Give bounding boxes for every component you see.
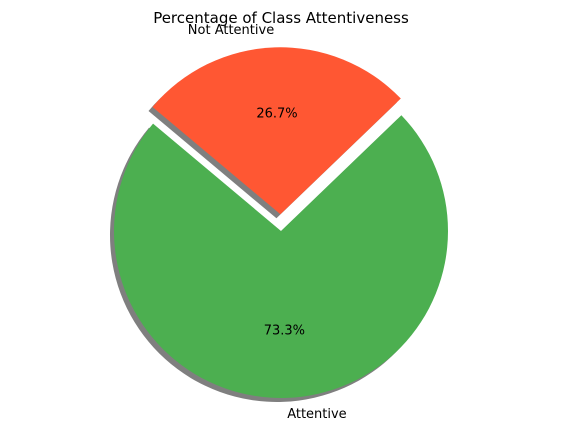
pie-slices [113,47,448,398]
slice-attentive [113,115,448,398]
pct-label-not-attentive: 26.7% [256,107,297,122]
slice-not-attentive [152,47,401,215]
label-not-attentive: Not Attentive [188,23,274,38]
pie-labels: Attentive 73.3% Not Attentive 26.7% [188,23,347,422]
pct-label-attentive: 73.3% [264,324,305,339]
label-attentive: Attentive [287,407,347,422]
chart-title: Percentage of Class Attentiveness [153,9,409,27]
